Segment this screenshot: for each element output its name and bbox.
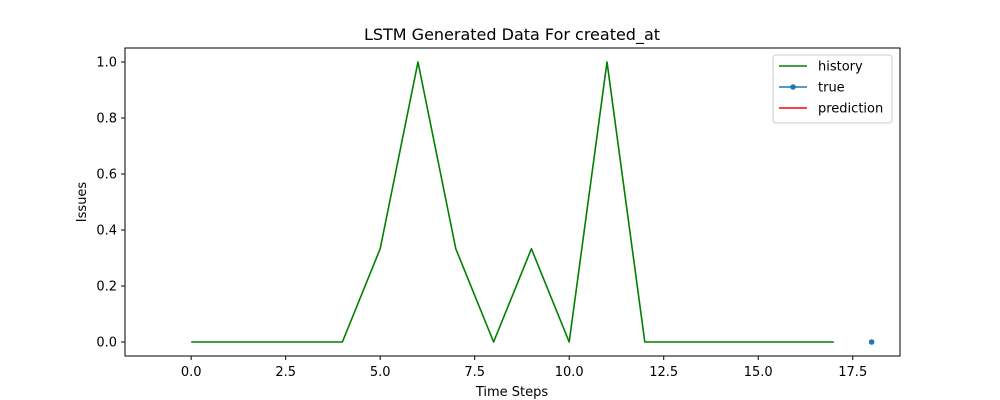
y-axis-label: Issues xyxy=(75,182,90,223)
chart-title: LSTM Generated Data For created_at xyxy=(364,25,660,45)
x-axis-label: Time Steps xyxy=(475,385,549,400)
series-line-history xyxy=(191,61,834,343)
y-tick-label: 0.2 xyxy=(96,280,117,295)
legend-label-true: true xyxy=(818,81,845,96)
legend-box xyxy=(772,54,893,124)
legend-label-history: history xyxy=(818,60,863,75)
x-tick-label: 5.0 xyxy=(370,365,391,380)
legend-label-prediction: prediction xyxy=(818,102,883,117)
x-tick-label: 10.0 xyxy=(555,365,584,380)
y-tick-label: 0.4 xyxy=(96,224,117,239)
y-tick-label: 0.6 xyxy=(96,168,117,183)
legend: history true prediction xyxy=(772,54,893,124)
y-tick-label: 1.0 xyxy=(96,56,117,71)
x-tick-label: 17.5 xyxy=(838,365,867,380)
x-tick-label: 2.5 xyxy=(275,365,296,380)
data-point-true xyxy=(868,339,875,345)
y-tick-label: 0.0 xyxy=(96,336,117,351)
plot-frame xyxy=(124,47,901,357)
x-tick-label: 15.0 xyxy=(744,365,773,380)
x-tick-label: 12.5 xyxy=(649,365,678,380)
plot-series xyxy=(191,61,875,345)
x-tick-label: 0.0 xyxy=(181,365,202,380)
y-axis-ticks: 0.0 0.2 0.4 0.6 0.8 1.0 xyxy=(96,56,125,351)
legend-marker-true xyxy=(790,84,796,90)
y-tick-label: 0.8 xyxy=(96,112,117,127)
x-tick-label: 7.5 xyxy=(464,365,485,380)
x-axis-ticks: 0.0 2.5 5.0 7.5 10.0 12.5 15.0 17.5 xyxy=(181,356,867,380)
